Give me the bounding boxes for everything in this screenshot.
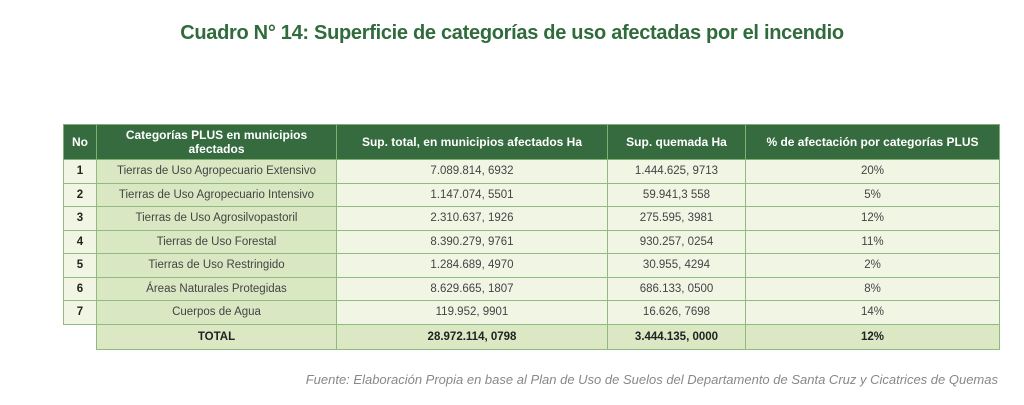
category-cell: Tierras de Uso Agropecuario Intensivo — [96, 182, 337, 207]
row-number-cell: 4 — [63, 229, 97, 254]
category-cell: Tierras de Uso Restringido — [96, 253, 337, 278]
category-cell: Tierras de Uso Forestal — [96, 229, 337, 254]
burned-area-cell: 59.941,3 558 — [607, 182, 746, 207]
percent-cell: 20% — [745, 159, 1000, 184]
category-cell: Áreas Naturales Protegidas — [96, 276, 337, 301]
total-area-cell: 7.089.814, 6932 — [336, 159, 608, 184]
total-area-cell: 119.952, 9901 — [336, 300, 608, 325]
row-number-cell: 7 — [63, 300, 97, 325]
table-title: Cuadro N° 14: Superficie de categorías d… — [180, 22, 844, 44]
burned-area-cell: 16.626, 7698 — [607, 300, 746, 325]
table-row: 4 Tierras de Uso Forestal 8.390.279, 9761 9… — [63, 229, 1000, 254]
total-area-cell: 8.629.665, 1807 — [336, 276, 608, 301]
burned-area-cell: 275.595, 3981 — [607, 206, 746, 231]
table-row: 7 Cuerpos de Agua 119.952, 9901 16.626, 769… — [63, 300, 1000, 325]
total-area-cell: 1.147.074, 5501 — [336, 182, 608, 207]
source-note: Fuente: Elaboración Propia en base al Pl… — [305, 372, 998, 387]
table-row: 1 Tierras de Uso Agropecuario Extensivo 7.… — [63, 159, 1000, 184]
burned-area-cell: 686.133, 0500 — [607, 276, 746, 301]
header-category: Categorías PLUS en municipios afectados — [96, 124, 337, 160]
land-use-table: No Categorías PLUS en municipios afectad… — [63, 124, 1000, 350]
header-no: No — [63, 124, 97, 160]
header-burned-area: Sup. quemada Ha — [607, 124, 746, 160]
burned-area-cell: 1.444.625, 9713 — [607, 159, 746, 184]
header-total-area: Sup. total, en municipios afectados Ha — [336, 124, 608, 160]
row-number-cell: 2 — [63, 182, 97, 207]
burned-area-cell: 30.955, 4294 — [607, 253, 746, 278]
burned-area-cell: 930.257, 0254 — [607, 229, 746, 254]
total-percent-cell: 12% — [745, 323, 1000, 350]
table-row: 3 Tierras de Uso Agrosilvopastoril 2.310.6… — [63, 206, 1000, 231]
total-burned-area-cell: 3.444.135, 0000 — [607, 323, 746, 350]
total-area-cell: 2.310.637, 1926 — [336, 206, 608, 231]
total-area-cell: 8.390.279, 9761 — [336, 229, 608, 254]
table-row: 5 Tierras de Uso Restringido 1.284.689, 49… — [63, 253, 1000, 278]
percent-cell: 2% — [745, 253, 1000, 278]
total-area-cell: 1.284.689, 4970 — [336, 253, 608, 278]
header-percent: % de afectación por categorías PLUS — [745, 124, 1000, 160]
percent-cell: 5% — [745, 182, 1000, 207]
table-row: 2 Tierras de Uso Agropecuario Intensivo 1.… — [63, 182, 1000, 207]
row-number-cell: 1 — [63, 159, 97, 184]
category-cell: Cuerpos de Agua — [96, 300, 337, 325]
row-number-cell: 6 — [63, 276, 97, 301]
percent-cell: 12% — [745, 206, 1000, 231]
category-cell: Tierras de Uso Agrosilvopastoril — [96, 206, 337, 231]
table-row: 6 Áreas Naturales Protegidas 8.629.665, 18… — [63, 276, 1000, 301]
total-row: TOTAL 28.972.114, 0798 3.444.135, 0000 12% — [63, 323, 1000, 350]
percent-cell: 14% — [745, 300, 1000, 325]
total-area-cell: 28.972.114, 0798 — [336, 323, 608, 350]
row-number-cell: 5 — [63, 253, 97, 278]
percent-cell: 8% — [745, 276, 1000, 301]
percent-cell: 11% — [745, 229, 1000, 254]
table-header-row: No Categorías PLUS en municipios afectad… — [63, 124, 1000, 160]
row-number-cell: 3 — [63, 206, 97, 231]
category-cell: Tierras de Uso Agropecuario Extensivo — [96, 159, 337, 184]
total-label-cell: TOTAL — [96, 323, 337, 350]
blank-cell — [63, 324, 97, 349]
